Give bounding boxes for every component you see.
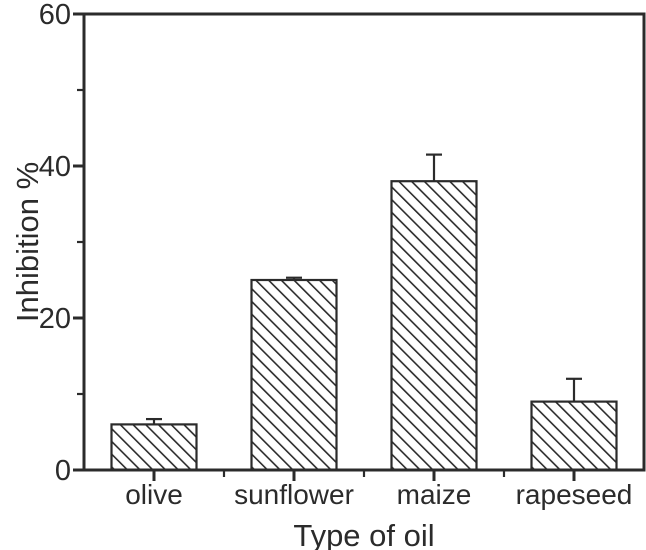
x-tick-label-olive: olive bbox=[125, 479, 183, 510]
bar-olive bbox=[110, 423, 198, 472]
x-tick-label-maize: maize bbox=[397, 479, 472, 510]
y-tick-label-60: 60 bbox=[39, 0, 71, 31]
x-tick-label-sunflower: sunflower bbox=[234, 479, 354, 510]
x-tick-label-rapeseed: rapeseed bbox=[516, 479, 633, 510]
y-tick-label-20: 20 bbox=[39, 303, 71, 335]
bar-rapeseed bbox=[530, 400, 618, 472]
y-axis-title: Inhibition % bbox=[10, 161, 45, 323]
x-axis-title: Type of oil bbox=[293, 518, 435, 550]
y-tick-label-0: 0 bbox=[55, 455, 71, 487]
bar-maize bbox=[390, 180, 478, 472]
y-tick-label-40: 40 bbox=[39, 151, 71, 183]
bar-sunflower bbox=[250, 278, 338, 472]
